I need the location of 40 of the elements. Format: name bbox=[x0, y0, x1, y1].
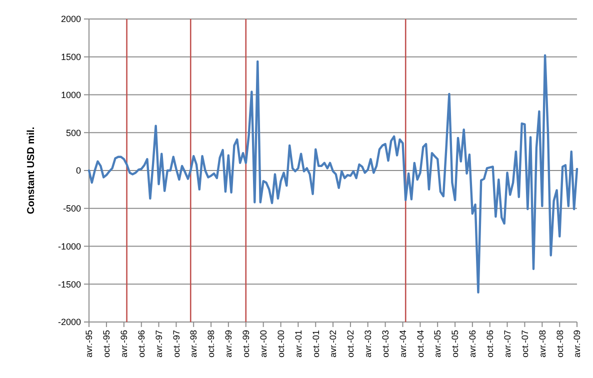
x-tick-label: avr.-06 bbox=[468, 330, 478, 358]
y-tick-label: -500 bbox=[62, 204, 81, 214]
x-tick-label: avr.-08 bbox=[537, 330, 548, 358]
x-tick-label: oct.-06 bbox=[485, 330, 496, 358]
y-axis-title: Constant USD mil. bbox=[26, 126, 37, 214]
y-tick-label: 2000 bbox=[60, 14, 81, 24]
line-series bbox=[88, 54, 578, 294]
x-tick-label: oct.-97 bbox=[171, 330, 182, 358]
x-tick-label: oct.-00 bbox=[276, 330, 286, 358]
x-tick-label: avr.-05 bbox=[432, 330, 443, 358]
y-tick-label: 500 bbox=[66, 128, 81, 138]
x-tick-label: avr.-04 bbox=[398, 330, 408, 358]
y-tick-label: -1500 bbox=[58, 279, 81, 290]
x-tick-label: avr.-98 bbox=[188, 330, 199, 358]
x-tick-label: oct.-03 bbox=[380, 330, 390, 358]
x-tick-label: oct.-98 bbox=[206, 330, 216, 358]
y-tick-label: 1000 bbox=[60, 90, 81, 100]
x-tick-label: oct.-99 bbox=[241, 330, 252, 358]
x-tick-label: avr.-97 bbox=[154, 330, 164, 358]
x-tick-label: avr.-99 bbox=[224, 330, 234, 358]
x-tick-label: avr.-09 bbox=[572, 330, 582, 358]
x-tick-label: oct.-01 bbox=[310, 330, 321, 358]
x-tick-label: avr.-95 bbox=[84, 330, 94, 358]
x-tick-label: oct.-05 bbox=[450, 330, 460, 358]
y-tick-label: -2000 bbox=[58, 317, 81, 328]
x-tick-label: avr.-03 bbox=[362, 330, 373, 358]
x-tick-label: avr.-01 bbox=[293, 330, 304, 358]
x-tick-label: oct.-04 bbox=[415, 330, 426, 358]
x-tick-label: oct.-08 bbox=[554, 330, 565, 358]
y-tick-label: 1500 bbox=[60, 52, 81, 62]
x-tick-label: avr.-02 bbox=[328, 330, 338, 358]
x-tick-label: avr.-00 bbox=[258, 330, 268, 358]
x-tick-label: avr.-96 bbox=[119, 330, 130, 358]
x-tick-label: oct.-96 bbox=[136, 330, 147, 358]
x-tick-label: oct.-02 bbox=[346, 330, 356, 358]
x-tick-label: oct.-95 bbox=[102, 330, 112, 358]
x-tick-label: oct.-07 bbox=[520, 330, 530, 358]
y-tick-label: 0 bbox=[76, 166, 81, 176]
y-tick-label: -1000 bbox=[58, 241, 81, 252]
x-tick-label: avr.-07 bbox=[502, 330, 512, 358]
